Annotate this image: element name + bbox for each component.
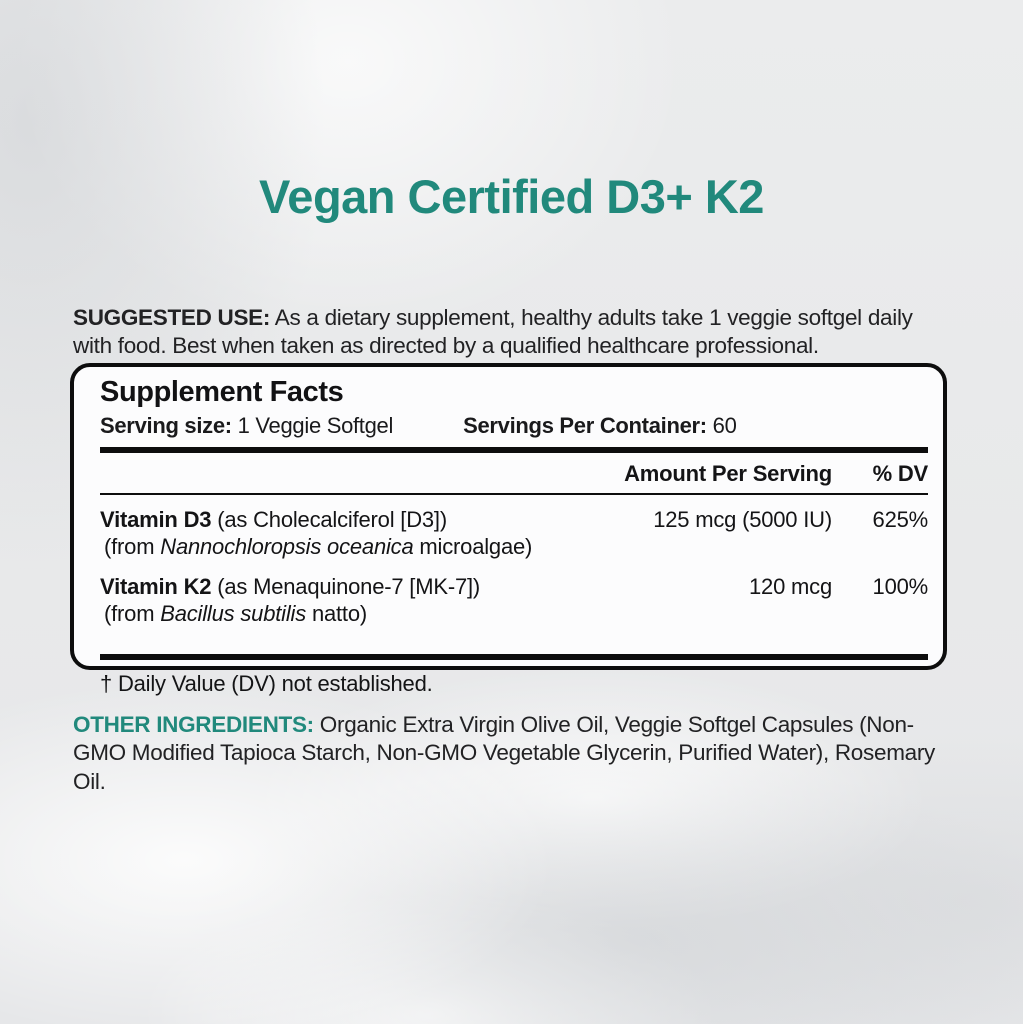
nutrient-name: Vitamin D3 (as Cholecalciferol [D3]) — [100, 507, 582, 533]
supplement-facts-panel: Supplement Facts Serving size: 1 Veggie … — [70, 363, 947, 696]
other-ingredients-label: OTHER INGREDIENTS: — [73, 711, 314, 737]
serving-info-row: Serving size: 1 Veggie Softgel Servings … — [100, 413, 928, 439]
supplement-facts-heading: Supplement Facts — [100, 376, 344, 408]
source-species: Nannochloropsis oceanica — [160, 534, 414, 559]
serving-size-label: Serving size: — [100, 413, 232, 438]
servings-per-container-value: 60 — [706, 413, 737, 438]
nutrient-source-line: (from Nannochloropsis oceanica microalga… — [100, 533, 928, 562]
table-row: Vitamin D3 (as Cholecalciferol [D3]) 125… — [100, 495, 928, 533]
other-ingredients-paragraph: OTHER INGREDIENTS: Organic Extra Virgin … — [73, 711, 963, 797]
daily-value-footnote: † Daily Value (DV) not established. — [100, 671, 433, 696]
other-ingredients-text: Organic Extra Virgin Olive Oil, Veggie S… — [73, 711, 935, 794]
spacer — [100, 629, 928, 646]
nutrient-name-bold: Vitamin D3 — [100, 507, 212, 532]
nutrient-name-bold: Vitamin K2 — [100, 574, 212, 599]
nutrient-source-line: (from Bacillus subtilis natto) — [100, 600, 928, 629]
nutrient-name-rest: (as Menaquinone-7 [MK-7]) — [211, 574, 481, 599]
servings-per-container: Servings Per Container: 60 — [463, 413, 737, 439]
suggested-use-paragraph: SUGGESTED USE: As a dietary supplement, … — [73, 304, 955, 361]
nutrient-dv: 100% — [872, 574, 929, 599]
servings-per-container-label: Servings Per Container: — [463, 413, 707, 438]
nutrient-dv: 625% — [872, 507, 929, 532]
source-suffix: natto) — [306, 601, 368, 626]
serving-size-value: 1 Veggie Softgel — [231, 413, 394, 438]
source-prefix: (from — [104, 601, 161, 626]
percent-dv-header: % DV — [872, 461, 929, 486]
facts-header-row: Amount Per Serving % DV — [100, 453, 928, 493]
source-suffix: microalgae) — [413, 534, 533, 559]
amount-per-serving-header: Amount Per Serving — [624, 461, 832, 486]
nutrient-amount: 120 mcg — [749, 574, 832, 599]
source-prefix: (from — [104, 534, 161, 559]
table-row: Vitamin K2 (as Menaquinone-7 [MK-7]) 120… — [100, 562, 928, 600]
nutrient-amount: 125 mcg (5000 IU) — [653, 507, 832, 532]
page-title: Vegan Certified D3+ K2 — [259, 170, 764, 224]
divider-thick-top — [100, 447, 928, 453]
divider-thin-header — [100, 493, 928, 495]
nutrient-name: Vitamin K2 (as Menaquinone-7 [MK-7]) — [100, 574, 582, 600]
suggested-use-text: As a dietary supplement, healthy adults … — [73, 304, 913, 359]
nutrient-name-rest: (as Cholecalciferol [D3]) — [211, 507, 447, 532]
serving-size: Serving size: 1 Veggie Softgel — [100, 413, 393, 439]
suggested-use-label: SUGGESTED USE: — [73, 304, 271, 330]
divider-thick-bottom — [100, 654, 928, 660]
source-species: Bacillus subtilis — [160, 601, 307, 626]
